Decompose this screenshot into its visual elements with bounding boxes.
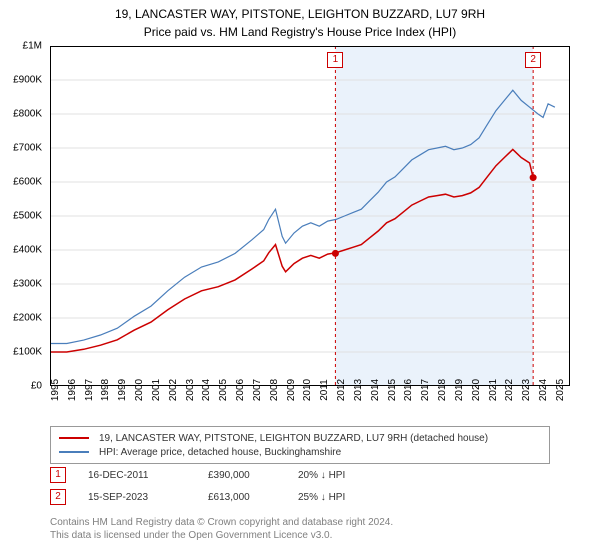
chart-plot-area: £0£100K£200K£300K£400K£500K£600K£700K£80… <box>50 46 570 386</box>
x-tick-label: 1995 <box>50 379 61 401</box>
y-tick-label: £300K <box>13 279 42 290</box>
x-tick-label: 2010 <box>302 379 313 401</box>
transaction-table: 1 16-DEC-2011£390,00020% ↓ HPI 2 15-SEP-202… <box>50 464 388 508</box>
x-tick-label: 2018 <box>437 379 448 401</box>
transaction-marker: 1 <box>50 467 66 483</box>
y-tick-label: £500K <box>13 211 42 222</box>
x-tick-label: 2017 <box>420 379 431 401</box>
chart-container: 19, LANCASTER WAY, PITSTONE, LEIGHTON BU… <box>0 0 600 560</box>
y-tick-label: £200K <box>13 313 42 324</box>
transaction-delta: 25% ↓ HPI <box>298 492 388 503</box>
chart-svg <box>50 46 570 386</box>
footer-attribution: Contains HM Land Registry data © Crown c… <box>50 516 393 542</box>
y-tick-label: £800K <box>13 109 42 120</box>
transaction-row: 2 15-SEP-2023£613,00025% ↓ HPI <box>50 486 388 508</box>
x-tick-label: 2023 <box>521 379 532 401</box>
legend-item: 19, LANCASTER WAY, PITSTONE, LEIGHTON BU… <box>59 431 541 445</box>
legend-item: HPI: Average price, detached house, Buck… <box>59 445 541 459</box>
x-tick-label: 2000 <box>134 379 145 401</box>
x-tick-label: 2007 <box>252 379 263 401</box>
transaction-date: 16-DEC-2011 <box>88 470 208 481</box>
x-tick-label: 2014 <box>370 379 381 401</box>
y-tick-label: £600K <box>13 177 42 188</box>
legend-swatch <box>59 437 89 439</box>
x-tick-label: 2013 <box>353 379 364 401</box>
x-tick-label: 2004 <box>201 379 212 401</box>
x-tick-label: 2006 <box>235 379 246 401</box>
footer-line-1: Contains HM Land Registry data © Crown c… <box>50 516 393 529</box>
x-tick-label: 2005 <box>218 379 229 401</box>
x-tick-label: 1998 <box>100 379 111 401</box>
x-tick-label: 2012 <box>336 379 347 401</box>
x-tick-label: 2022 <box>504 379 515 401</box>
transaction-row: 1 16-DEC-2011£390,00020% ↓ HPI <box>50 464 388 486</box>
transaction-date: 15-SEP-2023 <box>88 492 208 503</box>
y-tick-label: £400K <box>13 245 42 256</box>
legend-swatch <box>59 451 89 453</box>
chart-marker-label: 1 <box>327 52 343 68</box>
x-tick-label: 1999 <box>117 379 128 401</box>
x-tick-label: 2015 <box>387 379 398 401</box>
x-tick-label: 2009 <box>286 379 297 401</box>
chart-title: 19, LANCASTER WAY, PITSTONE, LEIGHTON BU… <box>0 0 600 23</box>
y-tick-label: £900K <box>13 75 42 86</box>
chart-subtitle: Price paid vs. HM Land Registry's House … <box>0 23 600 39</box>
y-tick-label: £1M <box>23 41 42 52</box>
y-tick-label: £700K <box>13 143 42 154</box>
legend-label: HPI: Average price, detached house, Buck… <box>99 447 341 458</box>
x-tick-label: 2019 <box>454 379 465 401</box>
x-tick-label: 1997 <box>84 379 95 401</box>
x-tick-label: 2025 <box>555 379 566 401</box>
x-tick-label: 2024 <box>538 379 549 401</box>
x-tick-label: 2016 <box>403 379 414 401</box>
x-tick-label: 2020 <box>471 379 482 401</box>
legend-label: 19, LANCASTER WAY, PITSTONE, LEIGHTON BU… <box>99 433 488 444</box>
y-tick-label: £100K <box>13 347 42 358</box>
x-tick-label: 2002 <box>168 379 179 401</box>
transaction-marker: 2 <box>50 489 66 505</box>
footer-line-2: This data is licensed under the Open Gov… <box>50 529 393 542</box>
y-tick-label: £0 <box>31 381 42 392</box>
transaction-price: £390,000 <box>208 470 298 481</box>
chart-marker-label: 2 <box>525 52 541 68</box>
transaction-price: £613,000 <box>208 492 298 503</box>
x-tick-label: 2003 <box>185 379 196 401</box>
x-tick-label: 2008 <box>269 379 280 401</box>
transaction-delta: 20% ↓ HPI <box>298 470 388 481</box>
x-tick-label: 1996 <box>67 379 78 401</box>
x-tick-label: 2021 <box>488 379 499 401</box>
x-tick-label: 2011 <box>319 379 330 401</box>
legend: 19, LANCASTER WAY, PITSTONE, LEIGHTON BU… <box>50 426 550 464</box>
x-tick-label: 2001 <box>151 379 162 401</box>
